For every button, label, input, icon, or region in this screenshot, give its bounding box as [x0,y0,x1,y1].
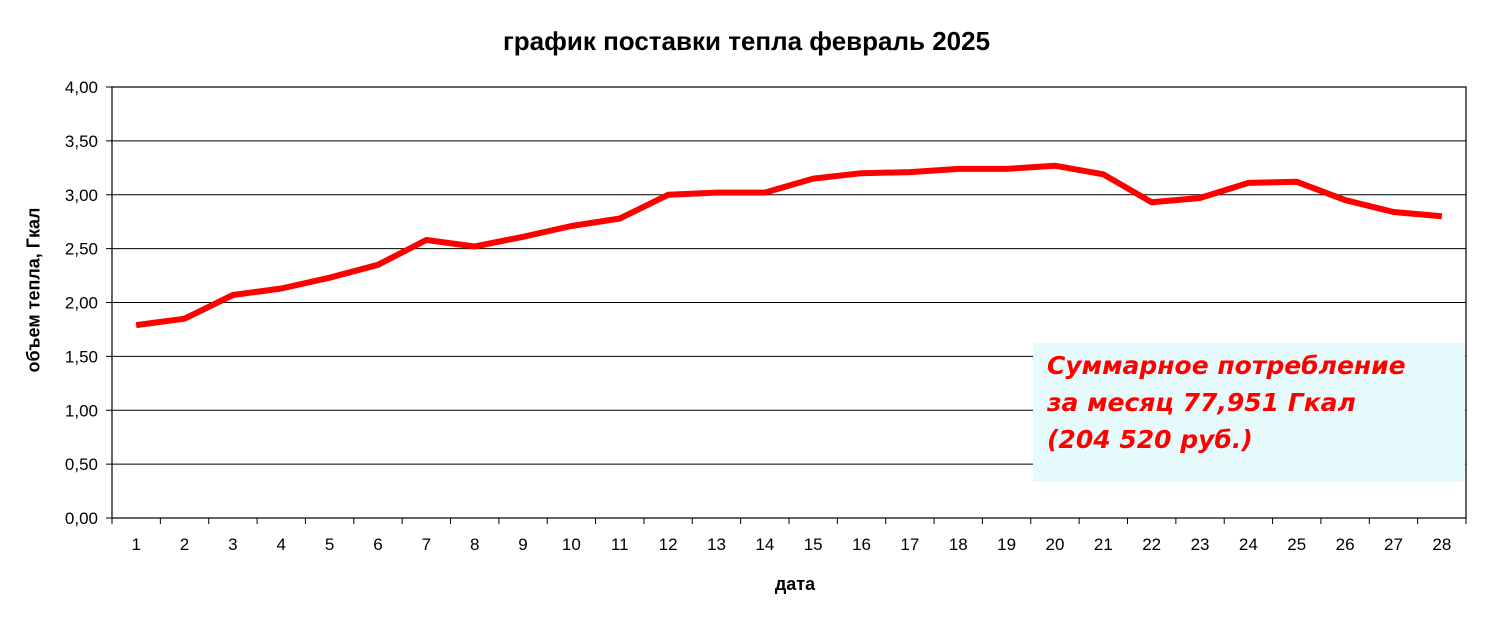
y-tick-label: 2,50 [65,240,98,259]
x-tick-label: 11 [611,535,629,554]
data-point [812,178,814,180]
x-tick-label: 1 [131,535,140,554]
data-point [570,225,572,227]
x-tick-label: 22 [1142,535,1161,554]
x-tick-label: 5 [325,535,334,554]
y-tick-label: 1,00 [65,401,98,420]
x-tick-label: 27 [1384,535,1403,554]
data-point [1151,201,1153,203]
x-tick-label: 13 [707,535,726,554]
data-point [1102,173,1104,175]
x-tick-label: 28 [1432,535,1451,554]
x-axis: 1 2 3 4 5 6 7 8 9 10 11 12 13 14 15 16 17 18 19 20 21 22 23 24 2… [111,518,1467,554]
data-point [1296,181,1298,183]
x-axis-label: дата [774,574,816,594]
x-tick-label: 3 [228,535,237,554]
x-tick-label: 12 [659,535,678,554]
y-tick-label: 3,00 [65,186,98,205]
annotation-line-2: за месяц 77,951 Гкал [1047,388,1356,417]
data-point [861,172,863,174]
y-tick-label: 0,00 [65,509,98,528]
y-tick-label: 1,50 [65,347,98,366]
x-tick-label: 14 [755,535,774,554]
data-point [1344,199,1346,201]
annotation-box: Суммарное потребление за месяц 77,951 Гк… [1033,343,1465,482]
data-point [184,318,186,320]
x-tick-label: 10 [562,535,581,554]
data-point [232,294,234,296]
x-tick-label: 21 [1094,535,1113,554]
x-tick-label: 25 [1287,535,1306,554]
data-point [474,245,476,247]
data-point [1006,168,1008,170]
y-tick-label: 3,50 [65,132,98,151]
x-tick-label: 7 [422,535,431,554]
data-point [1247,182,1249,184]
x-tick-label: 24 [1239,535,1258,554]
x-tick-label: 19 [997,535,1016,554]
data-point [667,194,669,196]
x-tick-label: 17 [900,535,919,554]
x-tick-label: 18 [949,535,968,554]
gridlines [112,140,1466,465]
data-point [135,324,137,326]
x-tick-label: 23 [1191,535,1210,554]
x-tick-label: 15 [804,535,823,554]
y-tick-label: 4,00 [65,78,98,97]
data-point [619,217,621,219]
data-point [1392,211,1394,213]
annotation-line-1: Суммарное потребление [1047,351,1406,380]
y-axis: 0,00 0,50 1,00 1,50 2,00 2,50 3,00 3,50 4,00 [65,78,112,528]
data-point [715,192,717,194]
data-point [1441,215,1443,217]
data-point [522,236,524,238]
x-tick-label: 4 [277,535,286,554]
data-point [329,277,331,279]
y-axis-label: объем тепла, Гкал [23,207,44,373]
data-point [1199,197,1201,199]
x-tick-label: 8 [470,535,479,554]
annotation-line-3: (204 520 руб.) [1047,425,1253,454]
data-point [280,287,282,289]
data-point [425,239,427,241]
chart-title: график поставки тепла февраль 2025 [502,26,991,56]
series-layer [135,162,1443,329]
y-tick-label: 2,00 [65,294,98,313]
series-line [135,162,1443,329]
data-point [909,171,911,173]
x-tick-label: 16 [852,535,871,554]
data-point [1054,165,1056,167]
x-tick-label: 2 [180,535,189,554]
data-point [957,168,959,170]
x-tick-label: 20 [1046,535,1065,554]
y-tick-label: 0,50 [65,455,98,474]
data-point [377,264,379,266]
x-tick-label: 6 [373,535,382,554]
x-tick-label: 26 [1336,535,1355,554]
data-point [764,192,766,194]
x-tick-label: 9 [518,535,527,554]
